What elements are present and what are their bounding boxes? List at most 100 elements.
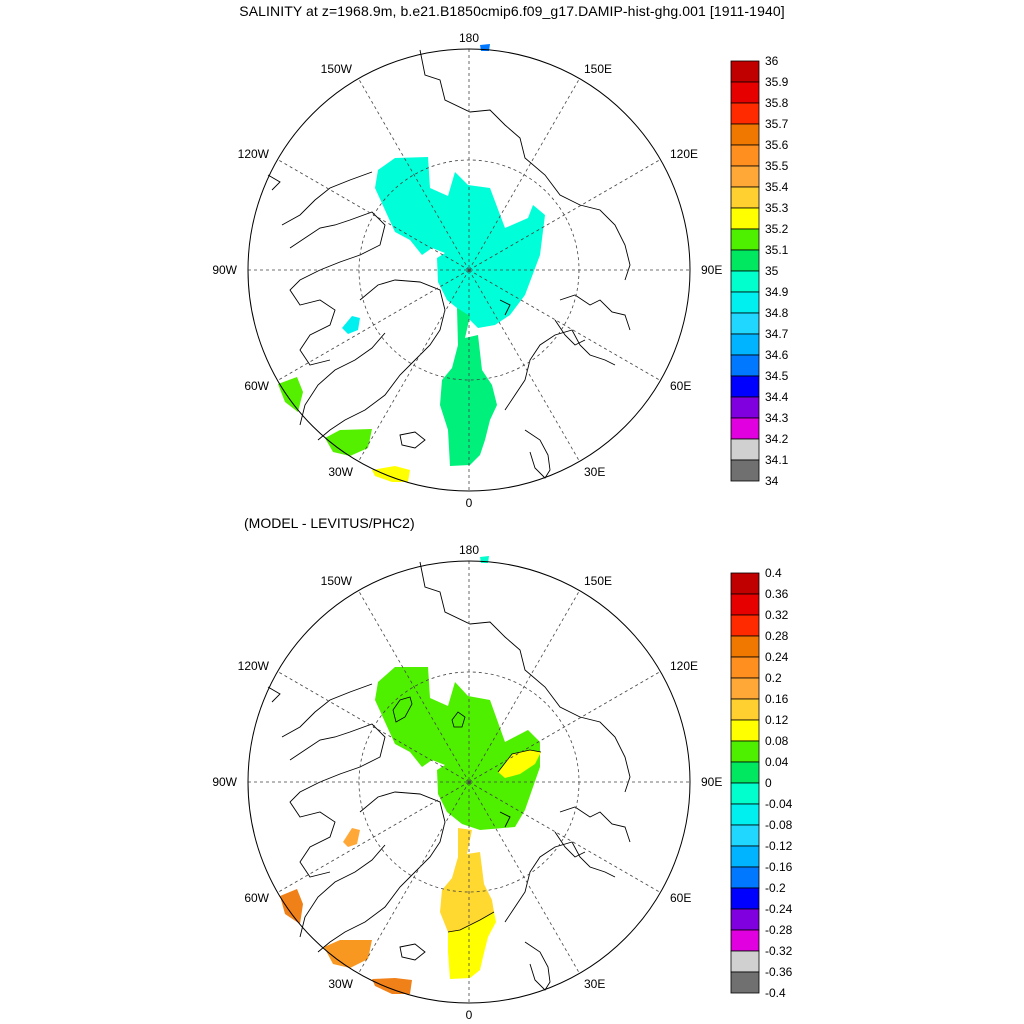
central-arctic-field — [375, 667, 540, 830]
lon-label-120e: 120E — [670, 147, 698, 161]
difference-colorbar-swatch — [730, 866, 760, 889]
salinity-colorbar-tick-label: 34.3 — [765, 411, 789, 425]
lon-label-30w: 30W — [328, 465, 353, 479]
difference-colorbar-swatch — [730, 698, 760, 721]
figure-title: SALINITY at z=1968.9m, b.e21.B1850cmip6.… — [239, 3, 785, 19]
salinity-colorbar-tick-label: 34.7 — [765, 327, 789, 341]
difference-colorbar-tick-label: -0.4 — [765, 986, 786, 1000]
difference-colorbar-swatch — [730, 845, 760, 868]
difference-colorbar-tick-label: 0.28 — [765, 629, 789, 643]
map-boundary — [247, 560, 691, 1004]
difference-colorbar-swatch — [730, 761, 760, 784]
salinity-colorbar-tick-label: 35.7 — [765, 117, 789, 131]
salinity-colorbar-tick-label: 34.9 — [765, 285, 789, 299]
difference-colorbar-swatch — [730, 572, 760, 595]
lon-label-60w: 60W — [244, 379, 269, 393]
difference-colorbar-swatch — [730, 782, 760, 805]
difference-colorbar-swatch — [730, 719, 760, 742]
salinity-colorbar-swatch — [730, 438, 760, 461]
lon-label-30w: 30W — [328, 977, 353, 991]
difference-colorbar-tick-label: -0.08 — [765, 818, 793, 832]
greenland-south-field — [324, 940, 372, 968]
difference-colorbar-swatch — [730, 593, 760, 616]
eurasian-patch-field — [498, 750, 541, 778]
salinity-colorbar-swatch — [730, 333, 760, 356]
difference-colorbar-tick-label: -0.32 — [765, 944, 793, 958]
salinity-colorbar-tick-label: 36 — [765, 54, 779, 68]
salinity-colorbar-tick-label: 35.4 — [765, 180, 789, 194]
salinity-colorbar-tick-label: 35.8 — [765, 96, 789, 110]
difference-colorbar-tick-label: -0.12 — [765, 839, 793, 853]
salinity-colorbar-swatch — [730, 102, 760, 125]
difference-colorbar-tick-label: 0.2 — [765, 671, 782, 685]
lon-label-120w: 120W — [238, 659, 270, 673]
lon-label-30e: 30E — [584, 977, 605, 991]
difference-colorbar-swatch — [730, 635, 760, 658]
lon-label-180: 180 — [459, 543, 479, 557]
salinity-colorbar-swatch — [730, 354, 760, 377]
salinity-colorbar-tick-label: 34.4 — [765, 390, 789, 404]
salinity-colorbar-swatch — [730, 249, 760, 272]
difference-map: 180 0 90W 90E 150W 120W 60W 30W 150E 120… — [212, 543, 793, 1022]
difference-colorbar-tick-label: -0.24 — [765, 902, 793, 916]
labrador-field — [280, 889, 303, 924]
difference-colorbar-tick-label: -0.36 — [765, 965, 793, 979]
lon-label-60e: 60E — [670, 379, 691, 393]
lon-label-90w: 90W — [212, 775, 237, 789]
salinity-colorbar-swatch — [730, 459, 760, 482]
salinity-colorbar-tick-label: 34.8 — [765, 306, 789, 320]
salinity-colorbar-tick-label: 34.1 — [765, 453, 789, 467]
salinity-colorbar-tick-label: 35.1 — [765, 243, 789, 257]
lon-label-180: 180 — [459, 31, 479, 45]
salinity-colorbar-tick-label: 34.6 — [765, 348, 789, 362]
difference-colorbar: 0.4 0.36 0.32 0.28 0.24 0.2 0.16 0.12 0.08 0.04 0 -… — [730, 566, 793, 1000]
baffin-field — [342, 316, 360, 334]
salinity-colorbar-tick-label: 35.2 — [765, 222, 789, 236]
difference-colorbar-swatch — [730, 740, 760, 763]
lon-label-150e: 150E — [584, 574, 612, 588]
salinity-colorbar-swatch — [730, 396, 760, 419]
difference-colorbar-tick-label: 0.24 — [765, 650, 789, 664]
salinity-colorbar-swatch — [730, 291, 760, 314]
salinity-colorbar-swatch — [730, 375, 760, 398]
difference-colorbar-swatch — [730, 803, 760, 826]
salinity-colorbar-swatch — [730, 270, 760, 293]
difference-colorbar-tick-label: -0.04 — [765, 797, 793, 811]
salinity-map-panel: 180 0 90W 90E 150W 120W 60W 30W 150E 120… — [212, 31, 789, 510]
difference-colorbar-swatch — [730, 824, 760, 847]
lon-label-60w: 60W — [244, 891, 269, 905]
salinity-colorbar-swatch — [730, 123, 760, 146]
salinity-colorbar-swatch — [730, 144, 760, 167]
salinity-colorbar-tick-label: 34 — [765, 474, 779, 488]
salinity-colorbar-swatch — [730, 207, 760, 230]
lon-label-150e: 150E — [584, 62, 612, 76]
panel-subtitle: (MODEL - LEVITUS/PHC2) — [244, 515, 415, 531]
map-boundary — [247, 48, 691, 492]
lon-label-90w: 90W — [212, 263, 237, 277]
lon-label-150w: 150W — [321, 62, 353, 76]
lon-label-120w: 120W — [238, 147, 270, 161]
difference-map-panel: 180 0 90W 90E 150W 120W 60W 30W 150E 120… — [0, 512, 1024, 1024]
difference-colorbar-swatch — [730, 971, 760, 994]
difference-colorbar-tick-label: 0.4 — [765, 566, 782, 580]
difference-colorbar-tick-label: 0.12 — [765, 713, 789, 727]
salinity-colorbar-tick-label: 34.5 — [765, 369, 789, 383]
atlantic-south-field — [448, 912, 496, 979]
graticule — [248, 49, 690, 491]
greenland-south-field — [325, 429, 372, 456]
salinity-colorbar-tick-label: 34.2 — [765, 432, 789, 446]
ne-atlantic-field — [372, 466, 410, 482]
salinity-colorbar-tick-label: 35.9 — [765, 75, 789, 89]
salinity-colorbar-tick-label: 35.3 — [765, 201, 789, 215]
salinity-colorbar-swatch — [730, 60, 760, 83]
central-arctic-field — [375, 157, 545, 328]
difference-field — [280, 556, 541, 994]
difference-colorbar-tick-label: 0.04 — [765, 755, 789, 769]
lon-label-0: 0 — [466, 1008, 473, 1022]
salinity-field — [278, 44, 545, 482]
difference-colorbar-tick-label: 0.16 — [765, 692, 789, 706]
difference-colorbar-swatch — [730, 929, 760, 952]
difference-colorbar-swatch — [730, 656, 760, 679]
difference-colorbar-swatch — [730, 887, 760, 910]
lon-label-0: 0 — [466, 496, 473, 510]
